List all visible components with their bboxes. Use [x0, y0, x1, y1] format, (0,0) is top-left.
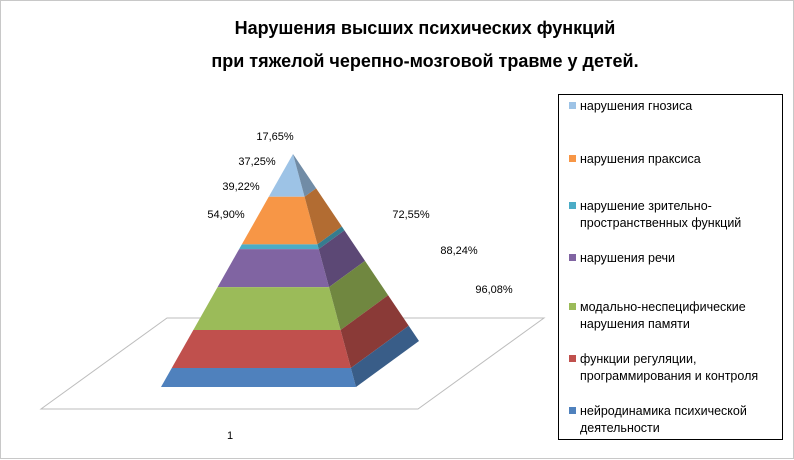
- legend-swatch-6: [569, 355, 576, 362]
- legend-label-6: функции регуляции, программирования и ко…: [580, 352, 759, 383]
- legend-swatch-2: [569, 155, 576, 162]
- legend-label-7: нейродинамика психической деятельности: [580, 404, 747, 435]
- pyramid-layer-side-2: [304, 188, 342, 245]
- legend-label-4: нарушения речи: [580, 251, 676, 265]
- legend-label-5: модально-неспецифические нарушения памят…: [580, 300, 746, 331]
- legend-swatch-7: [569, 407, 576, 414]
- data-labels: 17,65% 37,25% 39,22% 54,90% 72,55% 88,24% 96,0…: [207, 131, 513, 296]
- chart-title-line-1: Нарушения высших психических функций: [235, 18, 616, 38]
- pyramid-layers: [161, 154, 419, 387]
- pyramid-layer-front-5: [193, 287, 341, 330]
- data-label-6: 88,24%: [440, 245, 478, 257]
- legend-swatch-1: [569, 102, 576, 109]
- pyramid-layer-side-5: [328, 260, 389, 330]
- legend-item-4: нарушения речи: [569, 250, 778, 267]
- legend-item-3: нарушение зрительно-пространственных фун…: [569, 198, 778, 232]
- legend-item-1: нарушения гнозиса: [569, 98, 778, 115]
- legend-item-7: нейродинамика психической деятельности: [569, 403, 778, 437]
- data-label-5: 72,55%: [392, 209, 430, 221]
- pyramid-layer-front-7: [161, 367, 356, 387]
- pyramid-layer-front-4: [217, 249, 329, 288]
- pyramid-layer-side-4: [318, 230, 365, 288]
- legend-item-2: нарушения праксиса: [569, 151, 778, 168]
- data-label-2: 37,25%: [238, 156, 276, 168]
- legend-swatch-4: [569, 254, 576, 261]
- pyramid-layer-front-2: [241, 196, 318, 245]
- data-label-1: 17,65%: [256, 131, 294, 143]
- data-label-4: 54,90%: [207, 209, 245, 221]
- pyramid-layer-side-7: [350, 325, 419, 387]
- legend-swatch-5: [569, 303, 576, 310]
- chart-title-line-2: при тяжелой черепно-мозговой травме у де…: [211, 51, 638, 71]
- data-label-3: 39,22%: [222, 181, 260, 193]
- legend-item-5: модально-неспецифические нарушения памят…: [569, 299, 778, 333]
- pyramid-layer-side-3: [317, 226, 345, 250]
- legend-swatch-3: [569, 202, 576, 209]
- legend-label-2: нарушения праксиса: [580, 152, 701, 166]
- pyramid-layer-front-3: [239, 244, 319, 250]
- legend: нарушения гнозиса нарушения праксиса наруш…: [558, 94, 783, 440]
- legend-label-1: нарушения гнозиса: [580, 99, 693, 113]
- legend-item-6: функции регуляции, программирования и ко…: [569, 351, 778, 385]
- pyramid-layer-front-1: [268, 154, 305, 197]
- pyramid-layer-front-6: [171, 329, 351, 368]
- category-axis-label: 1: [227, 430, 233, 442]
- pyramid-layer-side-1: [293, 154, 317, 197]
- data-label-7: 96,08%: [475, 284, 513, 296]
- pyramid-layer-side-6: [340, 295, 409, 368]
- legend-label-3: нарушение зрительно-пространственных фун…: [580, 199, 742, 230]
